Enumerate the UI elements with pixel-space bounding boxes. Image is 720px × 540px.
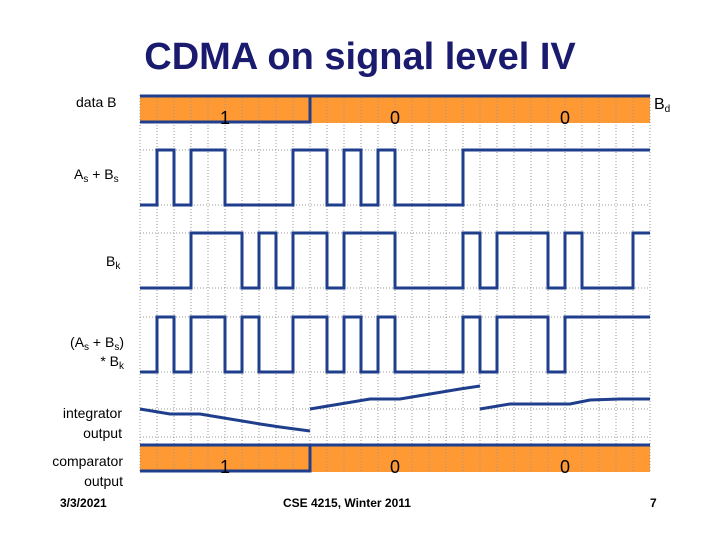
waveform-as-plus-bs [140,148,650,207]
comparator-bit-3: 0 [560,457,570,477]
data-bit-boundaries [140,94,650,124]
footer-course: CSE 4215, Winter 2011 [283,496,411,510]
data-bar [140,95,650,123]
data-bit-3: 0 [560,108,570,128]
footer-date: 3/3/2021 [60,496,107,510]
label-bk: Bk [106,253,121,272]
waveform-product [140,315,650,374]
label-comparator-output: comparator output [52,453,123,489]
comparator-bit-2: 0 [390,457,400,477]
label-bd: Bd [654,96,671,115]
waveform-bk [140,231,650,290]
label-as-plus-bs: As + Bs [74,166,119,185]
data-bit-2: 0 [390,108,400,128]
comparator-bit-boundaries [140,443,650,473]
label-integrator-output: integrator output [62,405,122,441]
comparator-bit-1: 1 [220,457,230,477]
slide-title: CDMA on signal level IV [144,36,576,78]
footer-page: 7 [650,496,657,510]
label-product: (As + Bs) * Bk [70,334,124,372]
label-data-b: data B [76,94,117,110]
data-bit-1: 1 [220,108,230,128]
integrator-waveform [139,384,650,433]
